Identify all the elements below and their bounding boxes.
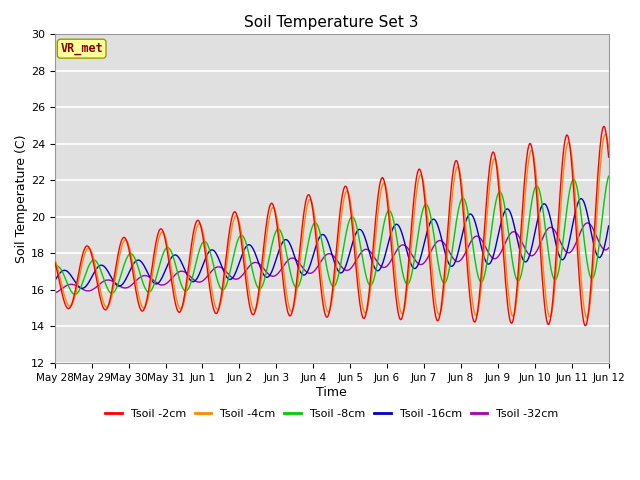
Tsoil -32cm bbox=[116, 284, 124, 289]
Tsoil -2cm bbox=[307, 198, 315, 204]
Tsoil -4cm bbox=[602, 131, 609, 137]
Tsoil -4cm bbox=[51, 257, 59, 263]
Tsoil -32cm bbox=[366, 249, 374, 254]
Tsoil -4cm bbox=[94, 274, 102, 279]
Tsoil -4cm bbox=[583, 315, 591, 321]
Y-axis label: Soil Temperature (C): Soil Temperature (C) bbox=[15, 134, 28, 263]
Tsoil -8cm bbox=[286, 268, 294, 274]
Text: VR_met: VR_met bbox=[60, 42, 103, 55]
Tsoil -32cm bbox=[51, 290, 59, 296]
Tsoil -4cm bbox=[116, 250, 124, 256]
Tsoil -16cm bbox=[286, 241, 294, 247]
Line: Tsoil -16cm: Tsoil -16cm bbox=[55, 199, 609, 288]
Tsoil -2cm bbox=[298, 233, 305, 239]
Tsoil -8cm bbox=[116, 274, 124, 279]
Tsoil -4cm bbox=[605, 145, 612, 151]
Tsoil -16cm bbox=[308, 258, 316, 264]
Tsoil -8cm bbox=[308, 226, 316, 232]
Tsoil -16cm bbox=[94, 264, 102, 270]
Tsoil -4cm bbox=[307, 197, 315, 203]
Tsoil -32cm bbox=[584, 220, 591, 226]
Tsoil -2cm bbox=[600, 123, 607, 129]
X-axis label: Time: Time bbox=[316, 385, 347, 398]
Line: Tsoil -32cm: Tsoil -32cm bbox=[55, 223, 609, 293]
Tsoil -16cm bbox=[367, 253, 374, 259]
Tsoil -16cm bbox=[116, 283, 124, 288]
Tsoil -32cm bbox=[286, 256, 294, 262]
Tsoil -16cm bbox=[577, 196, 585, 202]
Tsoil -8cm bbox=[605, 173, 612, 179]
Tsoil -2cm bbox=[94, 282, 102, 288]
Line: Tsoil -8cm: Tsoil -8cm bbox=[55, 176, 609, 294]
Tsoil -8cm bbox=[94, 261, 102, 267]
Tsoil -32cm bbox=[605, 245, 612, 251]
Tsoil -32cm bbox=[94, 283, 102, 289]
Tsoil -2cm bbox=[605, 154, 612, 160]
Tsoil -32cm bbox=[298, 263, 305, 269]
Tsoil -2cm bbox=[366, 282, 374, 288]
Tsoil -4cm bbox=[298, 249, 305, 254]
Tsoil -8cm bbox=[51, 264, 59, 270]
Legend: Tsoil -2cm, Tsoil -4cm, Tsoil -8cm, Tsoil -16cm, Tsoil -32cm: Tsoil -2cm, Tsoil -4cm, Tsoil -8cm, Tsoi… bbox=[100, 405, 563, 423]
Tsoil -16cm bbox=[78, 286, 86, 291]
Tsoil -2cm bbox=[582, 323, 589, 329]
Tsoil -8cm bbox=[298, 274, 305, 280]
Tsoil -16cm bbox=[605, 223, 612, 229]
Tsoil -4cm bbox=[286, 306, 294, 312]
Tsoil -2cm bbox=[286, 313, 294, 319]
Tsoil -4cm bbox=[366, 291, 374, 297]
Tsoil -8cm bbox=[367, 283, 374, 288]
Tsoil -2cm bbox=[51, 259, 59, 265]
Tsoil -32cm bbox=[307, 270, 315, 276]
Title: Soil Temperature Set 3: Soil Temperature Set 3 bbox=[244, 15, 419, 30]
Tsoil -2cm bbox=[116, 242, 124, 248]
Line: Tsoil -2cm: Tsoil -2cm bbox=[55, 126, 609, 326]
Line: Tsoil -4cm: Tsoil -4cm bbox=[55, 134, 609, 318]
Tsoil -16cm bbox=[51, 278, 59, 284]
Tsoil -16cm bbox=[298, 271, 305, 276]
Tsoil -8cm bbox=[71, 291, 79, 297]
